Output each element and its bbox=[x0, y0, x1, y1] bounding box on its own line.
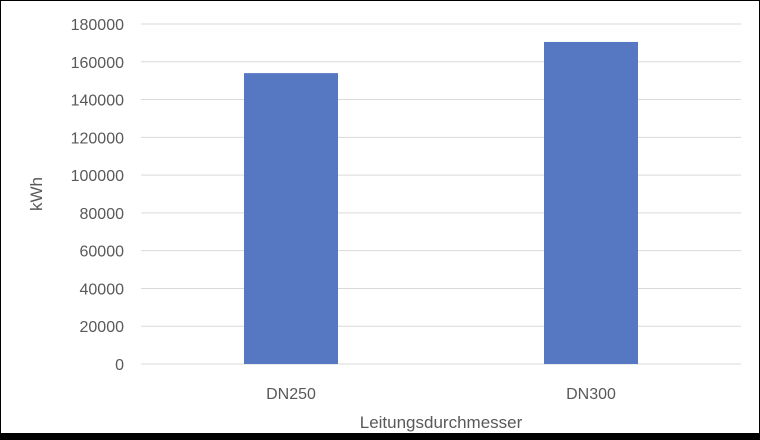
y-tick-label: 0 bbox=[115, 357, 124, 374]
y-axis-title: kWh bbox=[27, 177, 46, 211]
gridlines bbox=[141, 23, 741, 365]
bar-dn250 bbox=[244, 73, 338, 364]
y-tick-label: 120000 bbox=[71, 130, 124, 147]
y-axis-ticks: 0 20000 40000 60000 80000 100000 120000 140000 1… bbox=[71, 17, 124, 374]
bar-dn300 bbox=[544, 41, 638, 364]
y-tick-label: 140000 bbox=[71, 93, 124, 110]
y-tick-label: 20000 bbox=[80, 319, 125, 336]
x-axis-title: Leitungsdurchmesser bbox=[360, 413, 523, 432]
y-tick-label: 160000 bbox=[71, 55, 124, 72]
y-tick-label: 60000 bbox=[80, 244, 125, 261]
x-axis-ticks: DN250 DN300 bbox=[266, 386, 616, 403]
bars bbox=[244, 41, 638, 364]
frame-bottom-border bbox=[0, 433, 760, 440]
x-tick-label: DN250 bbox=[266, 386, 316, 403]
y-tick-label: 180000 bbox=[71, 17, 124, 34]
x-tick-label: DN300 bbox=[566, 386, 616, 403]
y-tick-label: 80000 bbox=[80, 206, 125, 223]
y-tick-label: 40000 bbox=[80, 281, 125, 298]
y-tick-label: 100000 bbox=[71, 168, 124, 185]
